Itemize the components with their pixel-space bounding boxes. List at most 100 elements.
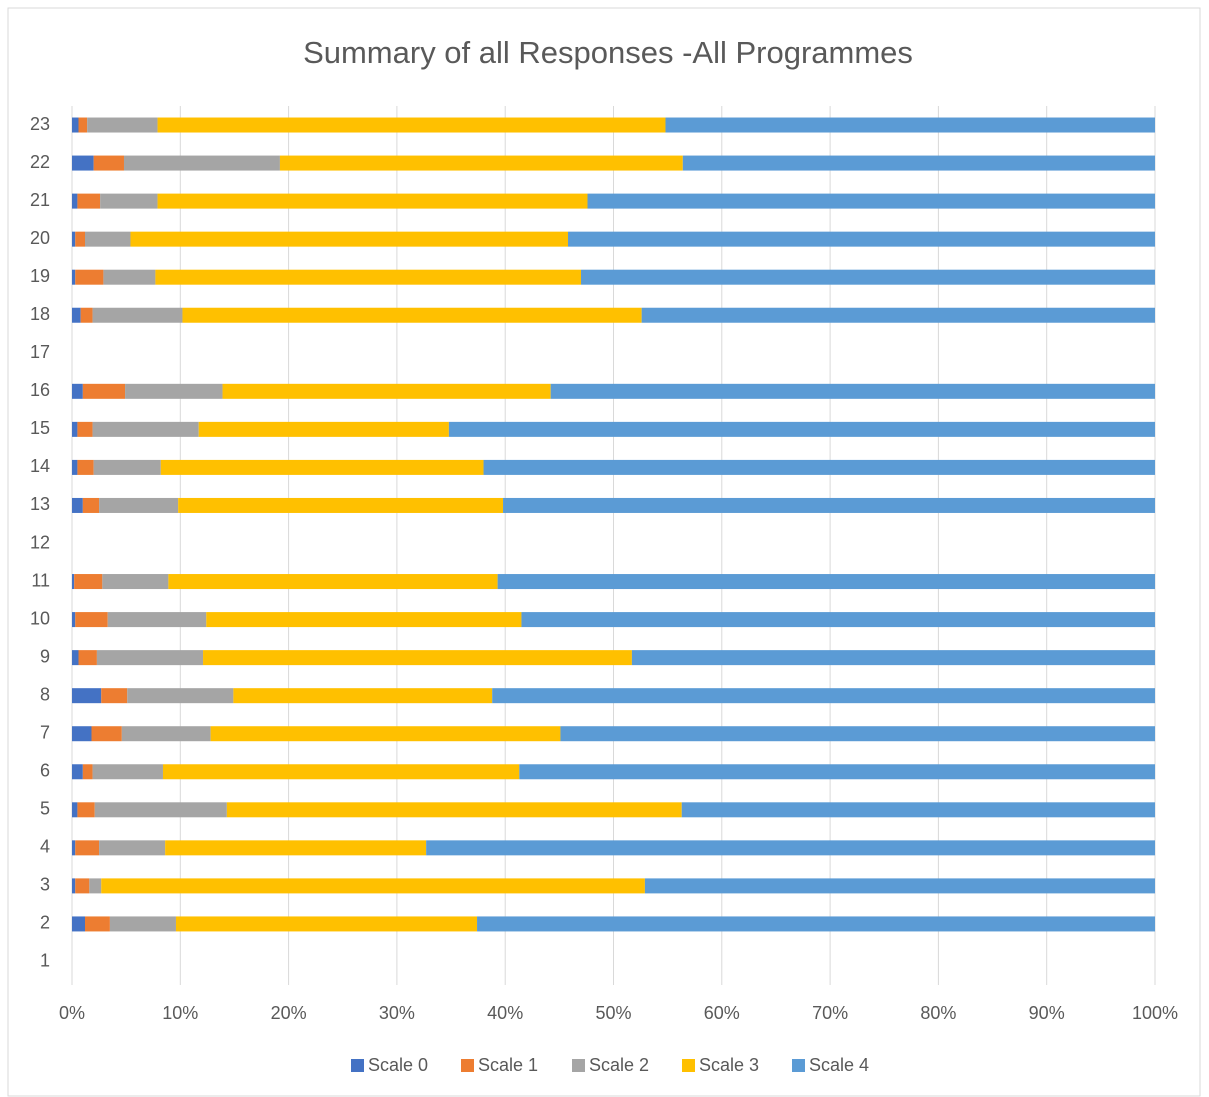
y-tick-label: 23 [30, 114, 50, 134]
chart-border [7, 7, 1201, 1097]
bar-segment [72, 612, 76, 628]
legend-swatch [792, 1059, 805, 1072]
bar-segment [521, 612, 1155, 628]
bar-segment [78, 650, 97, 666]
bar-segment [77, 421, 93, 437]
bar-segment [155, 269, 582, 285]
bar-segment [92, 307, 183, 323]
chart-title: Summary of all Responses -All Programmes [303, 35, 913, 70]
bar-segment [92, 421, 199, 437]
x-tick-label: 70% [812, 1003, 848, 1023]
y-tick-label: 7 [40, 722, 50, 742]
x-tick-label: 20% [271, 1003, 307, 1023]
bar-segment [75, 840, 100, 856]
bar-segment [644, 878, 1155, 894]
bar-segment [107, 612, 207, 628]
bar-segment [93, 459, 161, 475]
bar-segment [168, 574, 498, 590]
y-tick-label: 15 [30, 418, 50, 438]
legend-swatch [351, 1059, 364, 1072]
bar-segment [448, 421, 1155, 437]
bar-segment [497, 574, 1155, 590]
bar-segment [72, 193, 78, 209]
y-tick-label: 8 [40, 684, 50, 704]
legend-swatch [682, 1059, 695, 1072]
bar-segment [477, 916, 1155, 932]
bar-segment [72, 421, 78, 437]
legend-label: Scale 0 [368, 1055, 428, 1075]
bar-segment [72, 269, 76, 285]
bar-segment [72, 459, 78, 475]
y-tick-label: 2 [40, 913, 50, 933]
bar-segment [665, 117, 1155, 133]
bar-segment [568, 231, 1155, 247]
bar-segment [182, 307, 642, 323]
y-tick-label: 9 [40, 646, 50, 666]
bar-segment [178, 497, 504, 513]
bar-segment [78, 117, 88, 133]
bar-segment [550, 383, 1155, 399]
x-tick-label: 40% [487, 1003, 523, 1023]
bar-segment [125, 383, 223, 399]
bar-segment [426, 840, 1155, 856]
bar-segment [74, 574, 103, 590]
y-tick-label: 5 [40, 799, 50, 819]
legend-label: Scale 2 [589, 1055, 649, 1075]
bar-segment [75, 612, 108, 628]
bar-segment [560, 726, 1155, 742]
legend-swatch [572, 1059, 585, 1072]
bar-segment [75, 269, 104, 285]
bar-segment [94, 802, 227, 818]
y-tick-label: 6 [40, 761, 50, 781]
bar-segment [103, 269, 156, 285]
bar-segment [157, 193, 588, 209]
y-tick-label: 16 [30, 380, 50, 400]
legend-swatch [461, 1059, 474, 1072]
bar-segment [93, 155, 124, 171]
bar-segment [72, 878, 76, 894]
bar-segment [72, 497, 83, 513]
bar-segment [165, 840, 427, 856]
bar-segment [101, 688, 128, 704]
bar-segment [77, 193, 101, 209]
bar-segment [203, 650, 632, 666]
x-tick-label: 60% [704, 1003, 740, 1023]
x-tick-label: 50% [595, 1003, 631, 1023]
y-tick-label: 21 [30, 190, 50, 210]
y-tick-label: 18 [30, 304, 50, 324]
x-tick-label: 100% [1132, 1003, 1178, 1023]
y-tick-label: 14 [30, 456, 50, 476]
bar-segment [681, 802, 1155, 818]
y-tick-label: 22 [30, 152, 50, 172]
bar-segment [91, 726, 122, 742]
bar-segment [72, 383, 83, 399]
bar-segment [233, 688, 493, 704]
bar-segment [80, 307, 93, 323]
legend-label: Scale 4 [809, 1055, 869, 1075]
bar-segment [72, 916, 85, 932]
bar-segment [222, 383, 551, 399]
bar-segment [72, 231, 76, 247]
bar-segment [682, 155, 1155, 171]
bar-segment [279, 155, 683, 171]
legend-label: Scale 1 [478, 1055, 538, 1075]
bar-segment [72, 688, 102, 704]
bar-segment [483, 459, 1155, 475]
legend-label: Scale 3 [699, 1055, 759, 1075]
y-tick-label: 11 [31, 570, 50, 590]
bar-segment [101, 878, 645, 894]
bar-segment [99, 840, 166, 856]
bar-segment [77, 802, 95, 818]
bar-segment [157, 117, 666, 133]
bar-segment [206, 612, 522, 628]
y-tick-label: 12 [30, 532, 50, 552]
bar-segment [492, 688, 1156, 704]
bar-segment [99, 497, 179, 513]
bar-segment [503, 497, 1155, 513]
x-tick-label: 80% [920, 1003, 956, 1023]
bar-segment [72, 155, 94, 171]
y-tick-label: 4 [40, 837, 50, 857]
bar-segment [72, 726, 92, 742]
bar-segment [631, 650, 1155, 666]
